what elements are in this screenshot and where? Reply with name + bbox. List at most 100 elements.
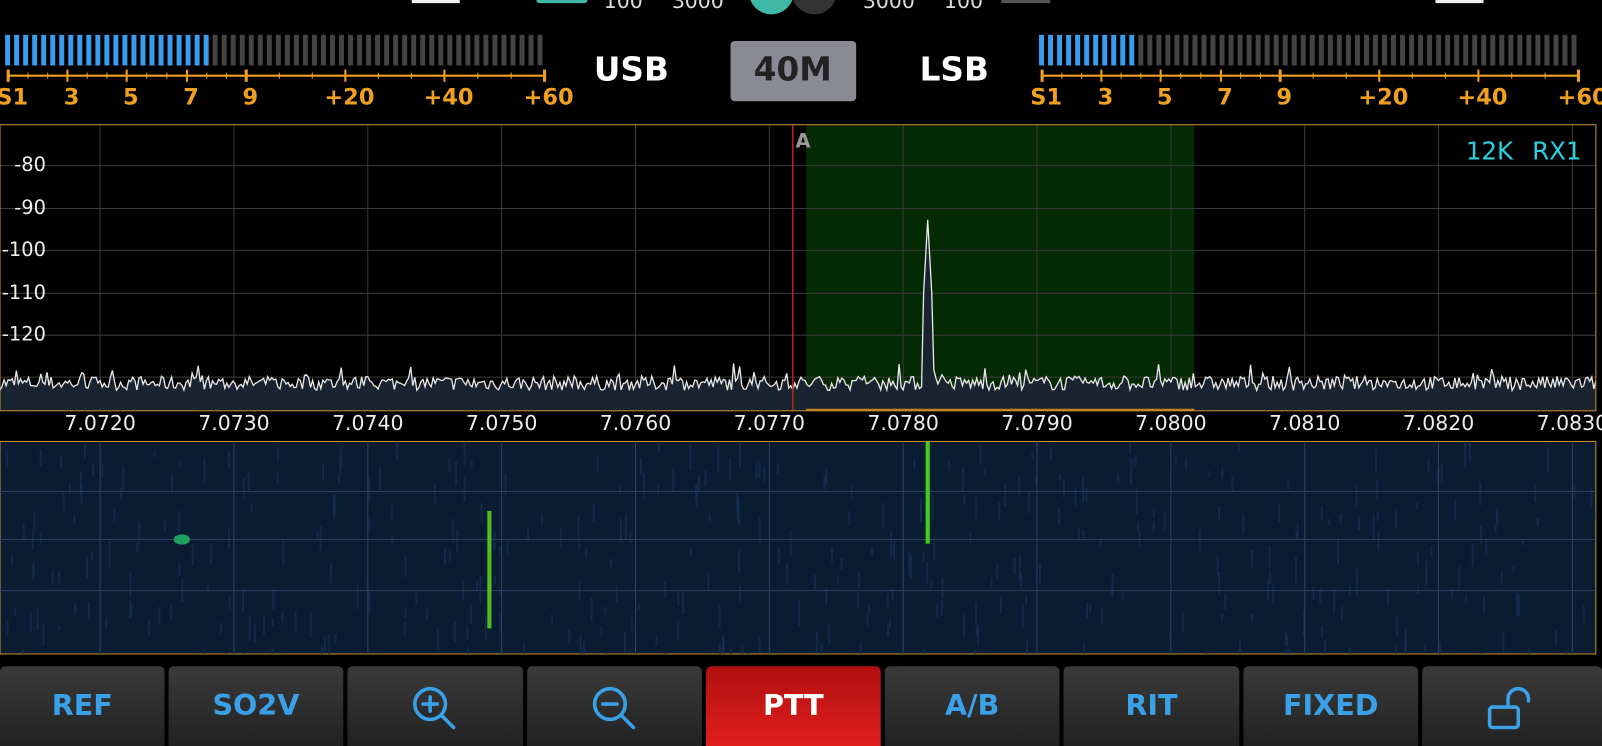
meter-segment (438, 34, 444, 66)
meter-segment-lit (131, 34, 137, 66)
wf-speck (606, 652, 609, 654)
wf-speck (1320, 625, 1323, 638)
wf-speck (1050, 447, 1053, 461)
wf-speck (368, 518, 371, 531)
top-readout: 3000 (863, 0, 915, 13)
wf-speck (39, 533, 42, 545)
wf-speck (1521, 539, 1524, 546)
meter (5, 34, 543, 66)
meter-segment (1463, 34, 1469, 66)
meter-segment-lit (5, 34, 11, 66)
wf-speck (866, 612, 869, 626)
meter-segment-lit (1093, 34, 1099, 66)
button-label[interactable]: PTT (763, 688, 824, 722)
meter-segment (339, 34, 344, 66)
meter-segment-lit (104, 34, 110, 66)
wf-speck (1427, 459, 1430, 473)
wf-speck (820, 641, 823, 654)
wf-speck (697, 474, 700, 492)
wf-speck (624, 513, 627, 541)
zoom-out-icon[interactable] (592, 686, 628, 722)
wf-speck (101, 464, 104, 478)
db-label: -100 (2, 238, 46, 261)
wf-speck (506, 539, 509, 557)
wf-speck (321, 463, 325, 481)
meter-segment (302, 34, 308, 66)
button[interactable] (705, 666, 881, 746)
meter-segment-lit (1129, 34, 1135, 66)
db-label: -80 (14, 153, 46, 176)
wf-speck (1174, 456, 1177, 466)
wf-speck (1430, 545, 1433, 557)
wf-speck (1028, 493, 1031, 514)
meter-segment (1490, 34, 1496, 66)
wf-speck (22, 523, 25, 541)
wf-speck (746, 652, 750, 654)
button-label[interactable]: A/B (945, 688, 999, 722)
waterfall[interactable] (0, 440, 1597, 655)
mode-left[interactable]: USB (594, 51, 669, 89)
wf-speck (1284, 631, 1287, 646)
button[interactable] (1063, 666, 1240, 746)
wf-speck (1394, 510, 1398, 528)
top-control (1435, 0, 1484, 4)
button[interactable] (1243, 666, 1419, 746)
wf-speck (886, 625, 889, 637)
spectrum-panel[interactable] (0, 124, 1596, 411)
wf-speck (367, 477, 370, 502)
meter-segment (1246, 34, 1252, 66)
meter-segment (1372, 34, 1378, 66)
lock-icon[interactable] (1487, 705, 1521, 730)
button-label[interactable]: FIXED (1283, 688, 1378, 722)
wf-speck (682, 592, 685, 615)
zoom-in-icon[interactable] (413, 686, 448, 722)
wf-speck (857, 591, 860, 609)
wf-speck (1032, 650, 1036, 654)
wf-speck (728, 457, 732, 481)
wf-speck (1082, 642, 1085, 654)
wf-speck (455, 461, 458, 486)
wf-speck (1025, 640, 1029, 654)
wf-speck (225, 653, 228, 654)
mode-right[interactable]: LSB (920, 51, 989, 89)
wf-speck (1515, 591, 1519, 617)
button[interactable] (884, 666, 1060, 746)
button[interactable] (347, 666, 524, 746)
wf-speck (108, 541, 111, 568)
freq-label: 7.0790 (1001, 411, 1072, 435)
button[interactable] (527, 666, 702, 746)
meter-segment (1309, 34, 1315, 66)
button-label[interactable]: REF (52, 688, 113, 722)
wf-speck (1463, 442, 1467, 468)
wf-speck (590, 597, 593, 622)
wf-speck (933, 535, 936, 560)
wf-speck (828, 624, 831, 646)
button[interactable] (0, 666, 165, 746)
meter-scale-label: 5 (1157, 85, 1173, 111)
wf-speck (1494, 525, 1497, 534)
band-button[interactable] (730, 40, 857, 102)
meter-segment (1400, 34, 1406, 66)
wf-speck (527, 528, 530, 541)
band-label[interactable]: 40M (754, 51, 832, 89)
wf-speck (356, 584, 359, 610)
wf-speck (282, 539, 285, 565)
wf-speck (1333, 589, 1336, 613)
meter-scale-label: +40 (1457, 85, 1507, 111)
wf-speck (1425, 560, 1428, 586)
receiver: RX1 (1532, 136, 1581, 165)
wf-speck (1077, 528, 1080, 541)
wf-speck (1198, 529, 1201, 552)
meter-segment (492, 34, 498, 66)
wf-speck (158, 606, 161, 625)
wf-speck (1138, 531, 1141, 547)
meter-segment-lit (140, 34, 146, 66)
button[interactable] (168, 666, 344, 746)
wf-speck (1269, 571, 1272, 585)
wf-speck (1312, 586, 1315, 601)
wf-speck (320, 646, 323, 654)
meter-segment (1526, 34, 1532, 66)
button-label[interactable]: SO2V (212, 688, 299, 722)
meter-segment (1391, 34, 1396, 66)
button-label[interactable]: RIT (1125, 688, 1178, 722)
